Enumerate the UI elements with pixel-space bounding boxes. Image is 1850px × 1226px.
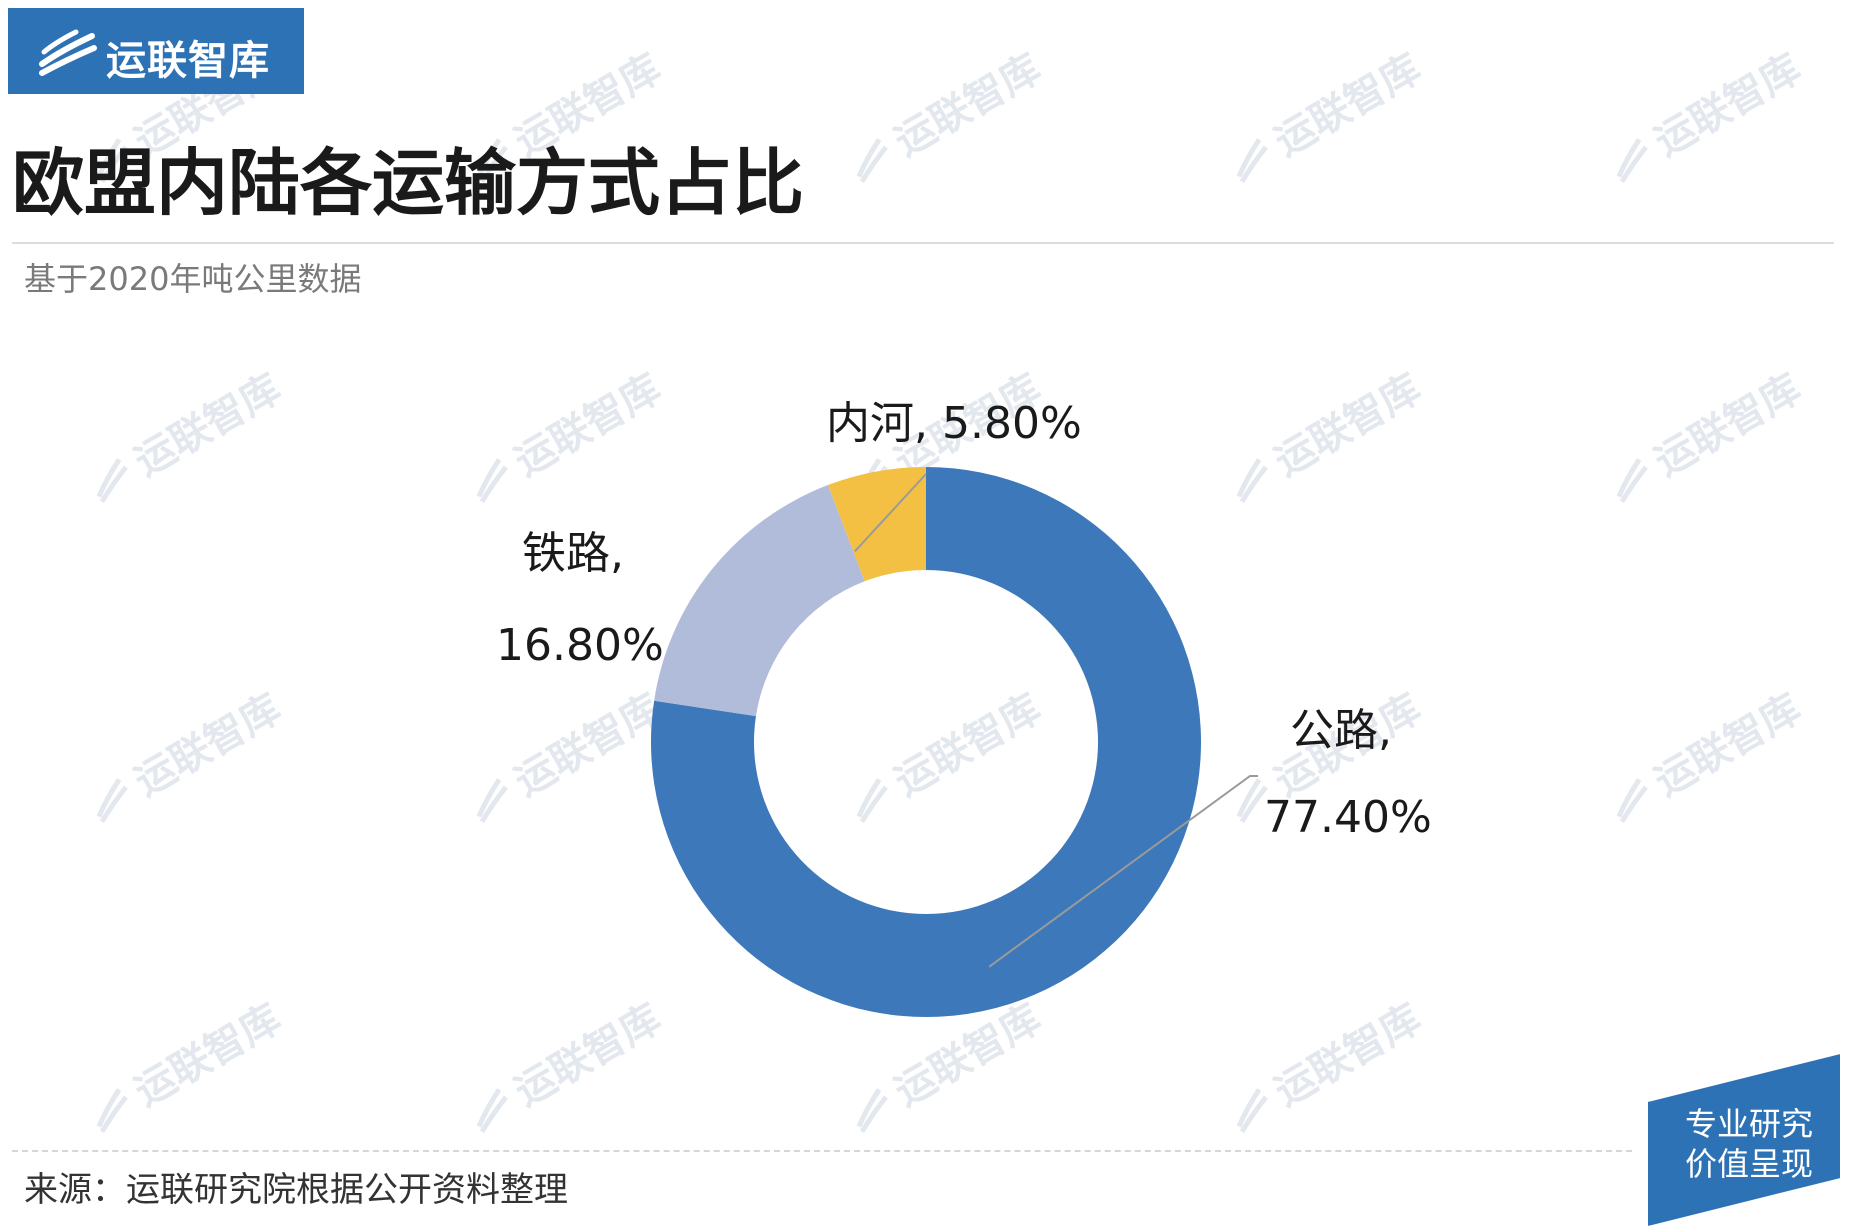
leader-line-group [854, 473, 1258, 968]
leader-line-inland [854, 473, 927, 552]
slice-group [651, 467, 1202, 1017]
slice-label-value-road: 77.40% [1264, 792, 1432, 843]
donut-slice-inland [827, 467, 926, 582]
donut-slice-rail [654, 485, 865, 717]
slogan-text: 专业研究 价值呈现 [1664, 1104, 1834, 1184]
divider [12, 1150, 1632, 1152]
divider [12, 242, 1834, 244]
logo-swirl-icon [39, 29, 97, 76]
slice-label-inland: 内河, 5.80% [826, 398, 1082, 449]
page-subtitle: 基于2020年吨公里数据 [24, 260, 362, 298]
slogan-line-2: 价值呈现 [1684, 1145, 1813, 1183]
page-title: 欧盟内陆各运输方式占比 [12, 141, 805, 225]
slogan-line-1: 专业研究 [1684, 1105, 1813, 1143]
slice-label-name-road: 公路, [1290, 705, 1392, 756]
logo-text: 运联智库 [106, 38, 270, 84]
source-note: 来源：运联研究院根据公开资料整理 [24, 1170, 568, 1210]
brand-logo: 运联智库 [8, 8, 304, 94]
donut-slice-road [651, 467, 1202, 1017]
slice-label-name-rail: 铁路, [522, 528, 624, 579]
leader-line-road [988, 775, 1258, 968]
slice-label-value-rail: 16.80% [496, 620, 664, 671]
